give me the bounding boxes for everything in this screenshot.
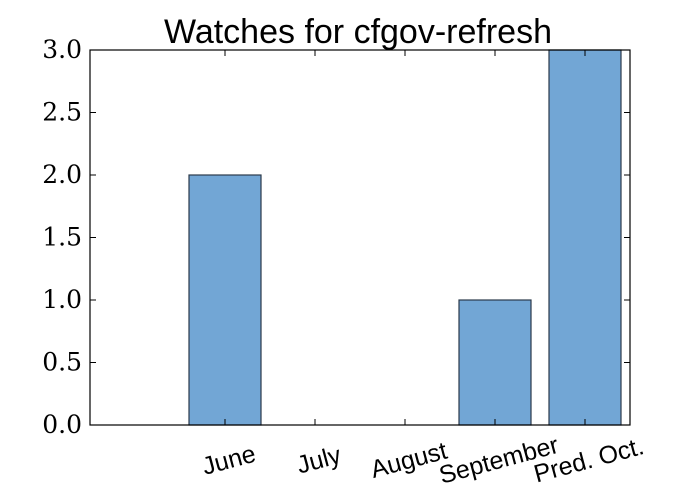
- x-tick-label: August: [368, 437, 450, 484]
- bars-group: [188, 49, 622, 426]
- y-tick-label: 0.0: [42, 410, 82, 439]
- bar-june: [188, 174, 262, 426]
- y-tick-label: 0.5: [42, 348, 82, 377]
- bar-september: [458, 299, 532, 426]
- y-tick-label: 1.0: [42, 285, 82, 314]
- y-tick-label: 2.5: [42, 98, 82, 127]
- y-axis: 0.0 0.5 1.0 1.5 2.0 2.5 3.0: [42, 35, 630, 439]
- x-tick-label: July: [294, 441, 345, 480]
- y-tick-label: 1.5: [42, 223, 82, 252]
- y-tick-label: 2.0: [42, 160, 82, 189]
- y-tick-label: 3.0: [42, 35, 82, 64]
- bar-pred-oct: [548, 49, 622, 426]
- chart-title: Watches for cfgov-refresh: [164, 13, 552, 51]
- x-tick-label: June: [199, 440, 259, 481]
